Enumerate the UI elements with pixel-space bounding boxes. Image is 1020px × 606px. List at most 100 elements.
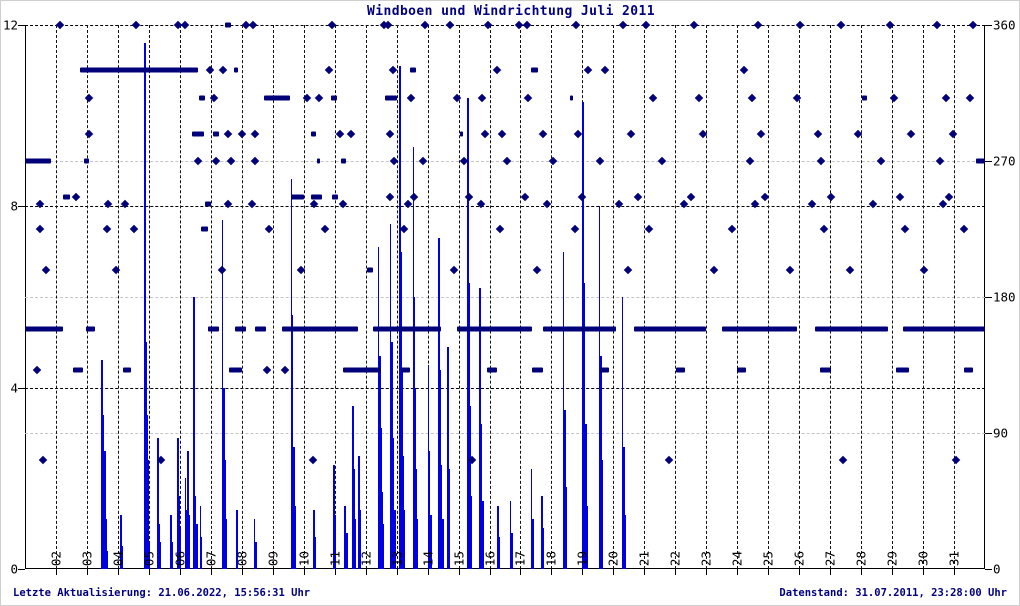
gust-spike — [159, 541, 161, 569]
direction-marker-run — [233, 67, 239, 73]
xlabel-18: 18 — [543, 551, 559, 567]
gust-spike — [223, 387, 225, 569]
gust-spike — [121, 546, 124, 569]
xtick-24 — [737, 569, 739, 575]
direction-marker-run — [815, 326, 889, 332]
vgrid-day-02 — [55, 25, 57, 569]
vgrid-day-30 — [923, 25, 925, 569]
gust-spike — [344, 505, 346, 569]
xtick-28 — [861, 569, 863, 575]
vgrid-day-24 — [737, 25, 739, 569]
xlabel-20: 20 — [605, 551, 621, 567]
vgrid-day-11 — [334, 25, 336, 569]
gust-spike — [314, 537, 316, 569]
xtick-12 — [365, 569, 367, 575]
ylabel-right-180: 180 — [993, 289, 1016, 305]
xlabel-25: 25 — [760, 551, 776, 567]
xtick-07 — [210, 569, 212, 575]
direction-marker-run — [341, 158, 346, 164]
gust-spike — [415, 469, 418, 569]
gust-spike — [586, 505, 589, 569]
gust-spike — [416, 519, 419, 569]
gust-spike — [583, 283, 586, 569]
xtick-27 — [830, 569, 832, 575]
gust-spike — [157, 437, 159, 569]
xlabel-12: 12 — [358, 551, 374, 567]
hgrid-major-12 — [25, 25, 985, 26]
gust-spike — [101, 360, 103, 569]
direction-marker-run — [199, 95, 206, 101]
direction-marker-run — [73, 367, 83, 373]
direction-marker-run — [459, 131, 463, 137]
gust-spike — [438, 238, 440, 569]
vgrid-day-15 — [458, 25, 460, 569]
direction-marker-run — [25, 158, 51, 164]
gust-spike — [236, 510, 238, 569]
ytick-right-90 — [985, 433, 992, 434]
xlabel-23: 23 — [698, 551, 714, 567]
direction-marker-run — [62, 194, 71, 200]
gust-spike — [104, 451, 106, 569]
direction-marker-run — [79, 67, 198, 73]
xlabel-11: 11 — [327, 551, 343, 567]
direction-marker-run — [736, 367, 746, 373]
direction-marker-run — [332, 194, 339, 200]
gust-spike — [585, 423, 587, 569]
gust-spike — [200, 537, 203, 569]
direction-marker-run — [191, 131, 204, 137]
gust-spike — [196, 523, 198, 569]
gust-spike — [470, 496, 473, 569]
xtick-17 — [520, 569, 522, 575]
gust-spike — [400, 251, 402, 569]
vgrid-day-31 — [954, 25, 956, 569]
ytick-left-4 — [18, 387, 25, 389]
direction-marker-run — [317, 158, 321, 164]
vgrid-day-16 — [489, 25, 491, 569]
direction-marker-run — [367, 267, 374, 273]
xlabel-30: 30 — [915, 551, 931, 567]
gust-spike — [482, 501, 484, 569]
xlabel-19: 19 — [574, 551, 590, 567]
xlabel-03: 03 — [79, 551, 95, 567]
hgrid-minor-3 — [25, 433, 985, 434]
vgrid-day-10 — [303, 25, 305, 569]
gust-spike — [532, 519, 534, 569]
gust-spike — [430, 514, 432, 569]
xlabel-22: 22 — [667, 551, 683, 567]
direction-marker-run — [255, 326, 266, 332]
direction-marker-run — [212, 131, 219, 137]
xtick-26 — [799, 569, 801, 575]
gust-spike — [392, 437, 395, 569]
xtick-25 — [768, 569, 770, 575]
gust-spike — [147, 460, 149, 569]
vgrid-day-14 — [427, 25, 429, 569]
gust-spike — [294, 505, 296, 569]
gust-spike — [600, 355, 602, 569]
gust-spike — [403, 510, 406, 569]
xtick-30 — [923, 569, 925, 575]
direction-marker-run — [123, 367, 131, 373]
direction-marker-run — [224, 22, 231, 28]
gust-spike — [621, 297, 624, 569]
direction-marker-run — [25, 326, 63, 332]
xtick-08 — [241, 569, 243, 575]
xlabel-24: 24 — [729, 551, 745, 567]
xtick-06 — [179, 569, 181, 575]
direction-marker-run — [903, 326, 985, 332]
xlabel-31: 31 — [946, 551, 962, 567]
ylabel-left-12: 12 — [2, 17, 18, 33]
xtick-05 — [148, 569, 150, 575]
gust-spike — [171, 541, 173, 569]
gust-spike — [497, 505, 499, 569]
gust-spike — [601, 460, 604, 569]
gust-spike — [334, 514, 336, 569]
ylabel-left-4: 4 — [10, 380, 18, 396]
direction-marker-run — [456, 326, 533, 332]
gust-spike — [194, 496, 197, 569]
direction-marker-run — [895, 367, 910, 373]
gust-spike — [511, 532, 513, 569]
direction-marker-run — [85, 326, 95, 332]
gust-spike — [199, 505, 202, 569]
xlabel-14: 14 — [420, 551, 436, 567]
